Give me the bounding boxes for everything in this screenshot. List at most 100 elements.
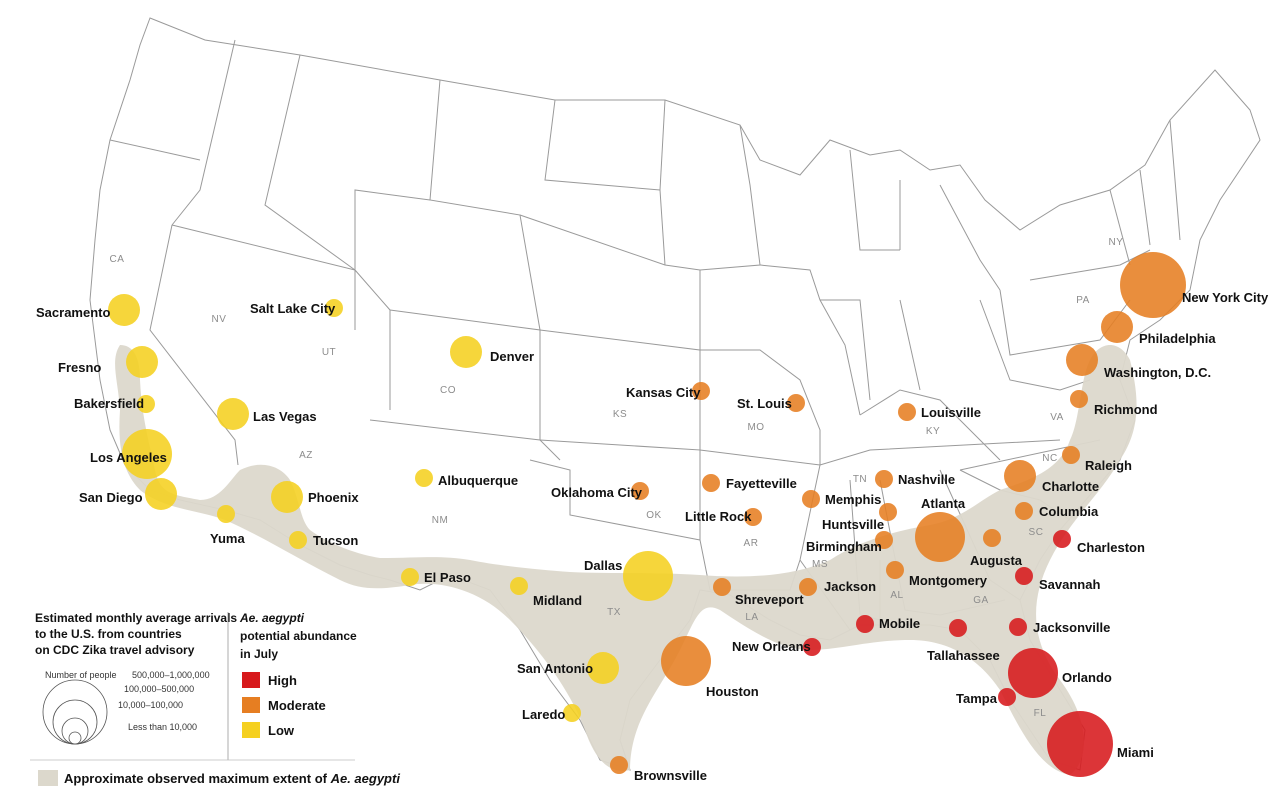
city-marker-new-orleans [803, 638, 821, 656]
size-class-1: 500,000–1,000,000 [132, 670, 210, 680]
state-labels: CA NV UT CO AZ NM KS MO KY TN AR MS AL GA SC NC VA PA NY TX… [110, 237, 1124, 719]
city-marker-richmond [1070, 390, 1088, 408]
city-marker-nashville [875, 470, 893, 488]
city-marker-mobile [856, 615, 874, 633]
city-label-midland: Midland [533, 593, 582, 608]
city-label-augusta: Augusta [970, 553, 1023, 568]
city-marker-huntsville [879, 503, 897, 521]
high-label: High [268, 673, 297, 688]
state-label-nc: NC [1042, 453, 1057, 464]
state-label-ga: GA [973, 595, 988, 606]
city-circles [108, 252, 1186, 777]
city-marker-midland [510, 577, 528, 595]
city-marker-tampa [998, 688, 1016, 706]
city-label-st-louis: St. Louis [737, 396, 792, 411]
city-label-charleston: Charleston [1077, 540, 1145, 555]
state-label-mo: MO [747, 422, 764, 433]
city-label-huntsville: Huntsville [822, 517, 884, 532]
size-legend-header: Number of people [45, 670, 117, 680]
state-label-ms: MS [812, 559, 828, 570]
state-label-ny: NY [1109, 237, 1124, 248]
city-marker-bakersfield [137, 395, 155, 413]
state-label-fl: FL [1034, 708, 1047, 719]
city-marker-los-angeles [122, 429, 172, 479]
city-marker-augusta [983, 529, 1001, 547]
city-marker-louisville [898, 403, 916, 421]
size-circle-largest [42, 679, 108, 745]
city-marker-dallas [623, 551, 673, 601]
city-label-miami: Miami [1117, 745, 1154, 760]
city-marker-atlanta [915, 512, 965, 562]
abundance-title-species: Ae. aegypti [239, 611, 305, 625]
low-swatch [242, 722, 260, 738]
city-label-richmond: Richmond [1094, 402, 1158, 417]
city-label-bakersfield: Bakersfield [74, 396, 144, 411]
city-label-tallahassee: Tallahassee [927, 648, 1000, 663]
city-label-savannah: Savannah [1039, 577, 1100, 592]
city-label-tucson: Tucson [313, 533, 358, 548]
city-label-phoenix: Phoenix [308, 490, 359, 505]
city-label-fayetteville: Fayetteville [726, 476, 797, 491]
state-label-co: CO [440, 385, 456, 396]
moderate-swatch [242, 697, 260, 713]
city-label-laredo: Laredo [522, 707, 565, 722]
city-marker-washington-d-c [1066, 344, 1098, 376]
state-label-ky: KY [926, 426, 940, 437]
size-class-2: 100,000–500,000 [124, 684, 194, 694]
city-label-el-paso: El Paso [424, 570, 471, 585]
city-label-dallas: Dallas [584, 558, 622, 573]
city-label-houston: Houston [706, 684, 759, 699]
city-label-san-diego: San Diego [79, 490, 143, 505]
city-marker-albuquerque [415, 469, 433, 487]
city-label-raleigh: Raleigh [1085, 458, 1132, 473]
city-marker-charleston [1053, 530, 1071, 548]
city-marker-phoenix [271, 481, 303, 513]
city-label-washington-d-c: Washington, D.C. [1104, 365, 1211, 380]
city-label-kansas-city: Kansas City [626, 385, 701, 400]
state-label-ok: OK [646, 510, 661, 521]
size-circle-large [52, 699, 98, 745]
city-marker-montgomery [886, 561, 904, 579]
state-label-al: AL [890, 590, 903, 601]
city-marker-fayetteville [702, 474, 720, 492]
high-swatch [242, 672, 260, 688]
city-label-atlanta: Atlanta [921, 496, 966, 511]
extent-swatch [38, 770, 58, 786]
low-label: Low [268, 723, 295, 738]
state-label-ks: KS [613, 409, 627, 420]
city-label-louisville: Louisville [921, 405, 981, 420]
city-marker-brownsville [610, 756, 628, 774]
city-marker-st-louis [787, 394, 805, 412]
abundance-title-line-2: potential abundance [240, 629, 357, 643]
city-marker-birmingham [875, 531, 893, 549]
city-label-new-orleans: New Orleans [732, 639, 811, 654]
city-label-san-antonio: San Antonio [517, 661, 593, 676]
city-marker-jacksonville [1009, 618, 1027, 636]
city-marker-savannah [1015, 567, 1033, 585]
state-label-nv: NV [212, 314, 227, 325]
city-marker-columbia [1015, 502, 1033, 520]
city-marker-shreveport [713, 578, 731, 596]
state-label-nm: NM [432, 515, 449, 526]
city-label-los-angeles: Los Angeles [90, 450, 167, 465]
city-marker-salt-lake-city [325, 299, 343, 317]
city-marker-miami [1047, 711, 1113, 777]
city-label-nashville: Nashville [898, 472, 955, 487]
city-marker-el-paso [401, 568, 419, 586]
city-label-charlotte: Charlotte [1042, 479, 1099, 494]
city-label-yuma: Yuma [210, 531, 245, 546]
size-circle-small [68, 731, 82, 745]
city-label-brownsville: Brownsville [634, 768, 707, 783]
city-marker-denver [450, 336, 482, 368]
moderate-label: Moderate [268, 698, 326, 713]
state-label-tx: TX [607, 607, 621, 618]
arrivals-legend: Estimated monthly average arrivals to th… [35, 611, 237, 745]
state-label-pa: PA [1076, 295, 1090, 306]
state-label-ut: UT [322, 347, 336, 358]
city-marker-charlotte [1004, 460, 1036, 492]
city-label-philadelphia: Philadelphia [1139, 331, 1216, 346]
city-label-denver: Denver [490, 349, 534, 364]
size-class-3: 10,000–100,000 [118, 700, 183, 710]
city-label-tampa: Tampa [956, 691, 998, 706]
state-label-va: VA [1050, 412, 1064, 423]
